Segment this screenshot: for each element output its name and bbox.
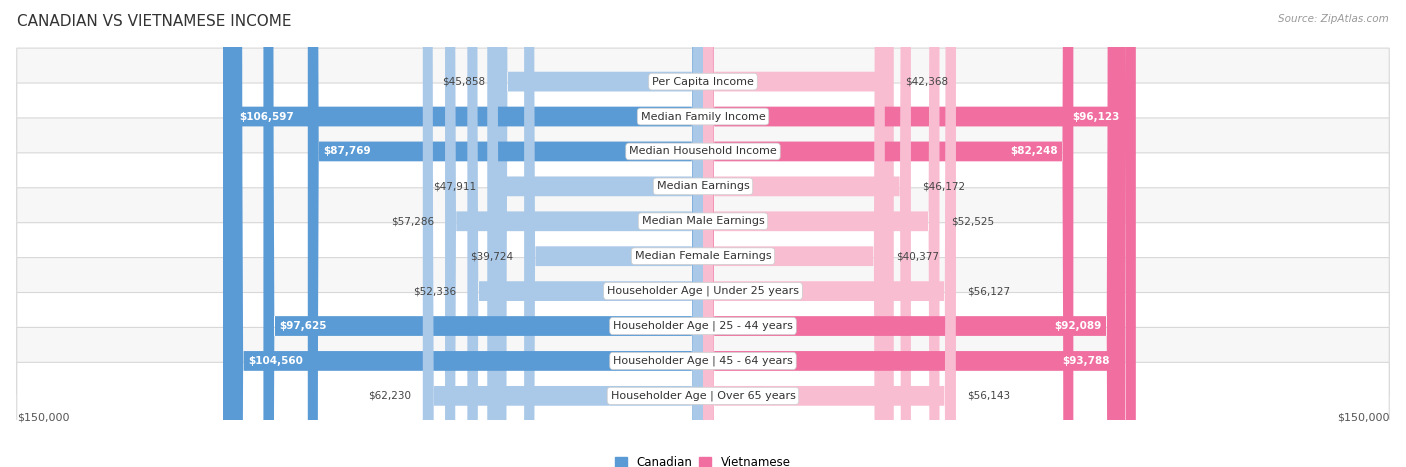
FancyBboxPatch shape (703, 0, 1073, 467)
Text: Median Household Income: Median Household Income (628, 147, 778, 156)
FancyBboxPatch shape (703, 0, 884, 467)
FancyBboxPatch shape (703, 0, 911, 467)
Text: Median Male Earnings: Median Male Earnings (641, 216, 765, 226)
Text: $56,127: $56,127 (967, 286, 1010, 296)
Text: $96,123: $96,123 (1073, 112, 1121, 121)
Text: $97,625: $97,625 (280, 321, 326, 331)
FancyBboxPatch shape (232, 0, 703, 467)
FancyBboxPatch shape (703, 0, 1136, 467)
Text: Median Earnings: Median Earnings (657, 181, 749, 191)
Text: $82,248: $82,248 (1010, 147, 1057, 156)
Text: Median Family Income: Median Family Income (641, 112, 765, 121)
FancyBboxPatch shape (703, 0, 894, 467)
Text: Householder Age | 45 - 64 years: Householder Age | 45 - 64 years (613, 356, 793, 366)
FancyBboxPatch shape (423, 0, 703, 467)
Text: Householder Age | 25 - 44 years: Householder Age | 25 - 44 years (613, 321, 793, 331)
FancyBboxPatch shape (496, 0, 703, 467)
FancyBboxPatch shape (467, 0, 703, 467)
Text: Median Female Earnings: Median Female Earnings (634, 251, 772, 261)
Text: $45,858: $45,858 (441, 77, 485, 86)
FancyBboxPatch shape (703, 0, 956, 467)
FancyBboxPatch shape (224, 0, 703, 467)
FancyBboxPatch shape (488, 0, 703, 467)
FancyBboxPatch shape (703, 0, 939, 467)
FancyBboxPatch shape (703, 0, 1118, 467)
Text: Per Capita Income: Per Capita Income (652, 77, 754, 86)
FancyBboxPatch shape (17, 188, 1389, 255)
FancyBboxPatch shape (263, 0, 703, 467)
Text: $150,000: $150,000 (17, 412, 69, 423)
Text: $47,911: $47,911 (433, 181, 477, 191)
FancyBboxPatch shape (17, 48, 1389, 115)
Text: $93,788: $93,788 (1062, 356, 1109, 366)
Text: $40,377: $40,377 (896, 251, 939, 261)
Legend: Canadian, Vietnamese: Canadian, Vietnamese (610, 452, 796, 467)
Text: $52,525: $52,525 (950, 216, 994, 226)
FancyBboxPatch shape (703, 0, 1125, 467)
FancyBboxPatch shape (17, 118, 1389, 185)
Text: $92,089: $92,089 (1054, 321, 1102, 331)
Text: $56,143: $56,143 (967, 391, 1010, 401)
FancyBboxPatch shape (703, 0, 956, 467)
Text: $104,560: $104,560 (247, 356, 302, 366)
Text: $52,336: $52,336 (413, 286, 456, 296)
Text: $39,724: $39,724 (470, 251, 513, 261)
FancyBboxPatch shape (17, 223, 1389, 290)
FancyBboxPatch shape (17, 153, 1389, 220)
Text: $106,597: $106,597 (239, 112, 294, 121)
Text: $87,769: $87,769 (323, 147, 371, 156)
FancyBboxPatch shape (446, 0, 703, 467)
Text: $62,230: $62,230 (368, 391, 412, 401)
FancyBboxPatch shape (17, 327, 1389, 395)
Text: Source: ZipAtlas.com: Source: ZipAtlas.com (1278, 14, 1389, 24)
Text: Householder Age | Under 25 years: Householder Age | Under 25 years (607, 286, 799, 297)
Text: $57,286: $57,286 (391, 216, 434, 226)
Text: CANADIAN VS VIETNAMESE INCOME: CANADIAN VS VIETNAMESE INCOME (17, 14, 291, 29)
FancyBboxPatch shape (17, 83, 1389, 150)
FancyBboxPatch shape (17, 362, 1389, 429)
FancyBboxPatch shape (17, 292, 1389, 360)
Text: $150,000: $150,000 (1337, 412, 1389, 423)
FancyBboxPatch shape (524, 0, 703, 467)
Text: Householder Age | Over 65 years: Householder Age | Over 65 years (610, 390, 796, 401)
FancyBboxPatch shape (308, 0, 703, 467)
Text: $46,172: $46,172 (922, 181, 966, 191)
Text: $42,368: $42,368 (905, 77, 948, 86)
FancyBboxPatch shape (17, 258, 1389, 325)
